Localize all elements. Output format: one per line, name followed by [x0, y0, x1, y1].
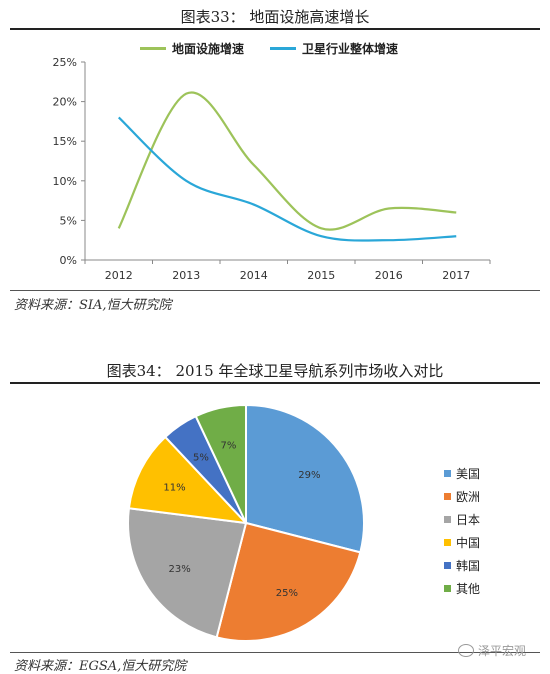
legend-label: 卫星行业整体增速 — [302, 42, 399, 56]
pie-value-label: 11% — [163, 483, 185, 494]
chart1-title: 图表33： 地面设施高速增长 — [180, 8, 370, 26]
legend-label: 地面设施增速 — [172, 42, 245, 56]
series-line-1 — [117, 116, 457, 242]
chart2-source: 资料来源：EGSA,恒大研究院 — [14, 659, 187, 674]
x-tick-label: 2017 — [442, 269, 470, 282]
y-tick-label: 25% — [53, 56, 77, 69]
chart1-bottom-rule — [10, 290, 540, 291]
chart1-source: 资料来源：SIA,恒大研究院 — [14, 298, 172, 313]
pie-legend-item-other: 其他 — [444, 577, 480, 600]
legend-label: 日本 — [456, 513, 481, 527]
pie-legend: 美国 欧洲 日本 中国 韩国 其他 — [444, 462, 480, 600]
pie-legend-item-korea: 韩国 — [444, 554, 480, 577]
x-tick-label: 2016 — [375, 269, 403, 282]
chart2-title: 图表34： 2015 年全球卫星导航系列市场收入对比 — [106, 362, 444, 380]
pie-legend-item-japan: 日本 — [444, 508, 480, 531]
line-chart: 0% 5% 10% 15% 20% 25% 2012 2013 2014 2015 2016 2017 — [53, 56, 491, 282]
chart2-bottom-rule — [10, 652, 540, 653]
pie-slice-5 — [194, 403, 247, 524]
pie-value-label: 7% — [221, 441, 237, 452]
legend-label: 韩国 — [456, 559, 481, 573]
legend-swatch — [444, 539, 451, 546]
pie-slice-0 — [245, 403, 365, 554]
series-line-0 — [117, 91, 457, 231]
legend-label: 欧洲 — [456, 490, 481, 504]
legend-swatch — [444, 470, 451, 477]
pie-value-label: 25% — [276, 588, 298, 599]
x-tick-label: 2015 — [307, 269, 335, 282]
x-tick-label: 2013 — [172, 269, 200, 282]
y-tick-label: 15% — [53, 135, 77, 148]
pie-legend-item-china: 中国 — [444, 531, 480, 554]
y-tick-label: 5% — [60, 214, 77, 227]
y-tick-label: 10% — [53, 175, 77, 188]
chart1-legend-item-satellite: 卫星行业整体增速 — [270, 40, 398, 57]
watermark: 泽平宏观 — [458, 642, 526, 659]
legend-swatch — [140, 47, 166, 50]
pie-legend-item-us: 美国 — [444, 462, 480, 485]
legend-label: 中国 — [456, 536, 481, 550]
legend-swatch — [444, 493, 451, 500]
pie-value-label: 29% — [298, 470, 320, 481]
y-tick-label: 20% — [53, 96, 77, 109]
legend-swatch — [444, 562, 451, 569]
legend-swatch — [444, 585, 451, 592]
pie-slice-2 — [127, 507, 248, 639]
legend-swatch — [270, 47, 296, 50]
x-tick-label: 2014 — [240, 269, 268, 282]
pie-value-label: 23% — [169, 564, 191, 575]
y-tick-label: 0% — [60, 254, 77, 267]
pie-legend-item-europe: 欧洲 — [444, 485, 480, 508]
wechat-icon — [458, 644, 474, 657]
chart1-legend-item-ground: 地面设施增速 — [140, 40, 244, 57]
pie-value-label: 5% — [193, 453, 209, 464]
legend-swatch — [444, 516, 451, 523]
legend-label: 美国 — [456, 467, 481, 481]
pie-slice-1 — [215, 521, 362, 642]
pie-slice-3 — [127, 435, 249, 525]
watermark-text: 泽平宏观 — [478, 644, 527, 658]
x-tick-label: 2012 — [105, 269, 133, 282]
legend-label: 其他 — [456, 582, 481, 596]
chart2-title-rule — [10, 382, 540, 384]
chart1-title-rule — [10, 28, 540, 30]
